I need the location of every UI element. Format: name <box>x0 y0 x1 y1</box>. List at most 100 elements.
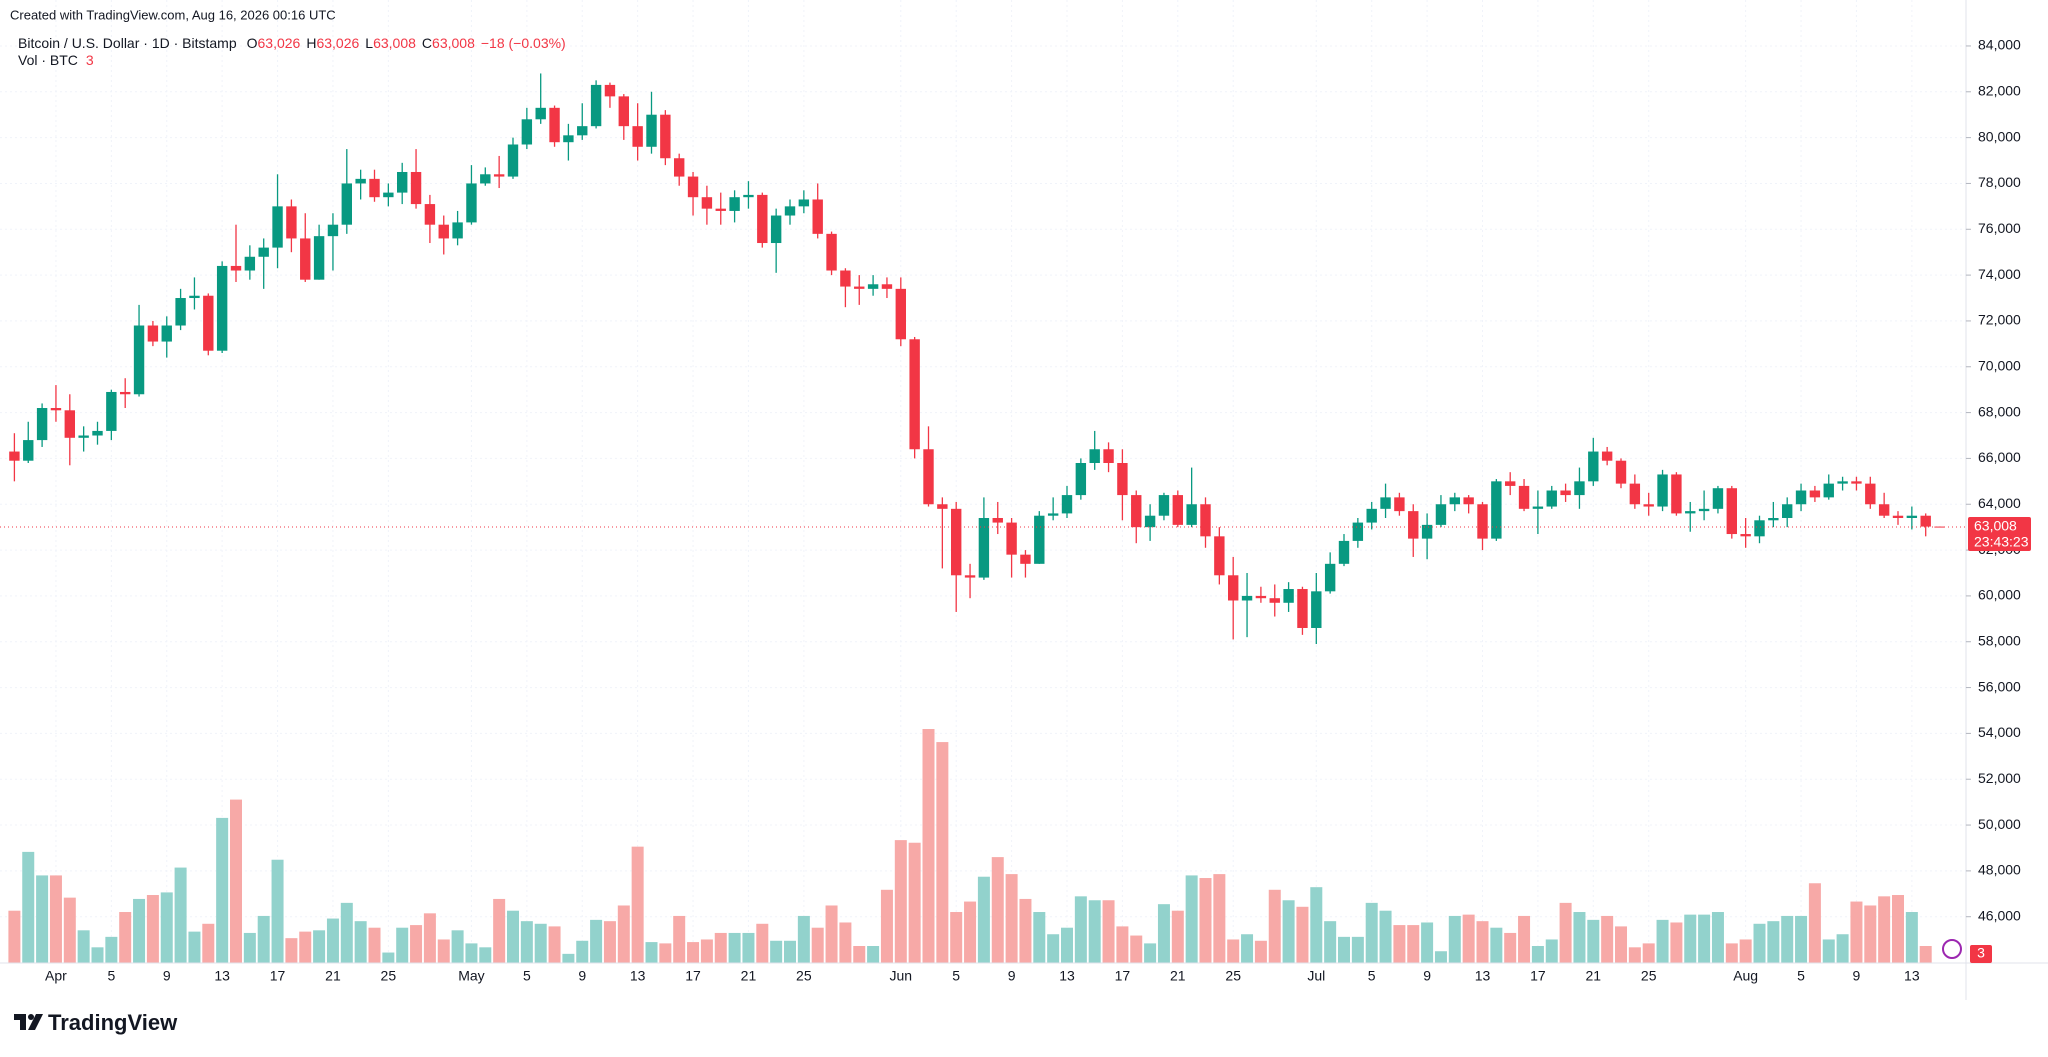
volume-bar <box>396 927 409 963</box>
y-tick-label: 64,000 <box>1978 495 2021 511</box>
volume-bar <box>714 932 727 963</box>
candle-body <box>826 233 837 271</box>
alert-icon[interactable] <box>1942 939 1962 959</box>
volume-bar <box>742 932 755 963</box>
volume-bar <box>326 918 339 963</box>
volume-bar <box>617 905 630 963</box>
ohlc-value: 63,026 <box>258 35 301 51</box>
candle-body <box>1643 504 1654 507</box>
candle-body <box>1795 490 1807 505</box>
x-tick-label: 13 <box>214 968 230 984</box>
candle-body <box>1034 515 1045 564</box>
volume-bar <box>22 851 35 963</box>
candle-body <box>1255 595 1267 599</box>
candle-body <box>743 194 754 198</box>
candle-body <box>964 575 976 578</box>
candle-body <box>618 96 629 127</box>
volume-bar <box>1116 926 1129 963</box>
candle-body <box>230 265 242 271</box>
volume-bar <box>1434 951 1447 963</box>
x-tick-label: May <box>458 968 484 984</box>
x-tick-label: 21 <box>741 968 757 984</box>
volume-bar <box>1601 915 1614 963</box>
change: −18 (−0.03%) <box>481 35 566 51</box>
volume-bar <box>1199 878 1212 963</box>
volume-bar <box>257 915 270 963</box>
volume-bar <box>548 926 561 963</box>
x-tick-label: 17 <box>685 968 701 984</box>
volume-bar <box>63 897 76 963</box>
candle-body <box>715 208 726 211</box>
candle-body <box>106 391 117 431</box>
volume-bar <box>1088 900 1101 963</box>
candle-body <box>881 284 893 289</box>
volume-bar <box>133 898 146 963</box>
candle-body <box>397 171 408 193</box>
ohlc-key: C <box>422 35 432 51</box>
candle-body <box>992 517 1003 523</box>
volume-bar <box>659 943 672 963</box>
candle-body <box>369 178 380 198</box>
y-tick-label: 48,000 <box>1978 862 2021 878</box>
candle-body <box>1823 483 1834 498</box>
volume-value-label: 3 <box>1977 945 1985 961</box>
candle-body <box>1366 508 1377 523</box>
candle-body <box>1006 522 1017 555</box>
volume-bar <box>299 931 312 963</box>
candle-body <box>784 206 796 216</box>
logo-dot <box>28 1014 34 1020</box>
candle-body <box>1117 463 1128 496</box>
volume-bar <box>1753 923 1766 963</box>
candle-body <box>1671 474 1682 514</box>
volume-bar <box>950 912 963 963</box>
x-tick-label: 9 <box>163 968 171 984</box>
candle-body <box>1906 515 1918 518</box>
volume-bar <box>188 931 201 963</box>
volume-bar <box>1905 912 1918 963</box>
candle-body <box>1075 463 1087 496</box>
candle-body <box>1297 589 1308 628</box>
candle-body <box>687 176 699 198</box>
volume-bar <box>1324 921 1337 963</box>
volume-bar <box>507 910 519 963</box>
candle-body <box>1449 497 1460 505</box>
volume-value-box <box>1970 945 1992 963</box>
ohlc-value: 63,008 <box>432 35 475 51</box>
candle-body <box>1352 522 1364 541</box>
candle-layer <box>9 73 1945 645</box>
volume-bar <box>91 947 104 963</box>
volume-bar <box>451 930 464 963</box>
volume-bar <box>77 930 90 963</box>
volume-bar <box>382 952 395 963</box>
volume-bar <box>479 947 492 963</box>
volume-bar <box>1254 940 1267 963</box>
candle-body <box>216 265 228 351</box>
candle-body <box>1588 451 1599 482</box>
volume-bar <box>922 729 935 963</box>
candle-body <box>812 199 823 234</box>
volume-bar <box>1836 934 1849 963</box>
candle-body <box>1089 449 1100 464</box>
volume-bar <box>49 875 62 963</box>
x-tick-label: 25 <box>1225 968 1241 984</box>
volume-bar <box>146 895 159 963</box>
candle-body <box>1809 490 1821 498</box>
candle-body <box>272 206 283 248</box>
volume-bar <box>853 946 866 963</box>
candle-body <box>1851 481 1862 484</box>
volume-bar <box>1268 889 1281 963</box>
volume-bar <box>1698 914 1711 963</box>
x-tick-label: 5 <box>107 968 115 984</box>
y-tick-label: 78,000 <box>1978 174 2021 190</box>
x-tick-label: 13 <box>1904 968 1920 984</box>
volume-bar <box>313 930 326 963</box>
candle-body <box>757 194 768 244</box>
volume-bar <box>825 905 838 963</box>
candle-body <box>258 247 269 257</box>
candle-body <box>1532 506 1544 509</box>
candle-body <box>1380 497 1391 509</box>
volume-bar <box>1379 910 1392 963</box>
candle-body <box>1324 563 1336 592</box>
candle-body <box>78 435 89 438</box>
x-tick-label: 21 <box>325 968 341 984</box>
